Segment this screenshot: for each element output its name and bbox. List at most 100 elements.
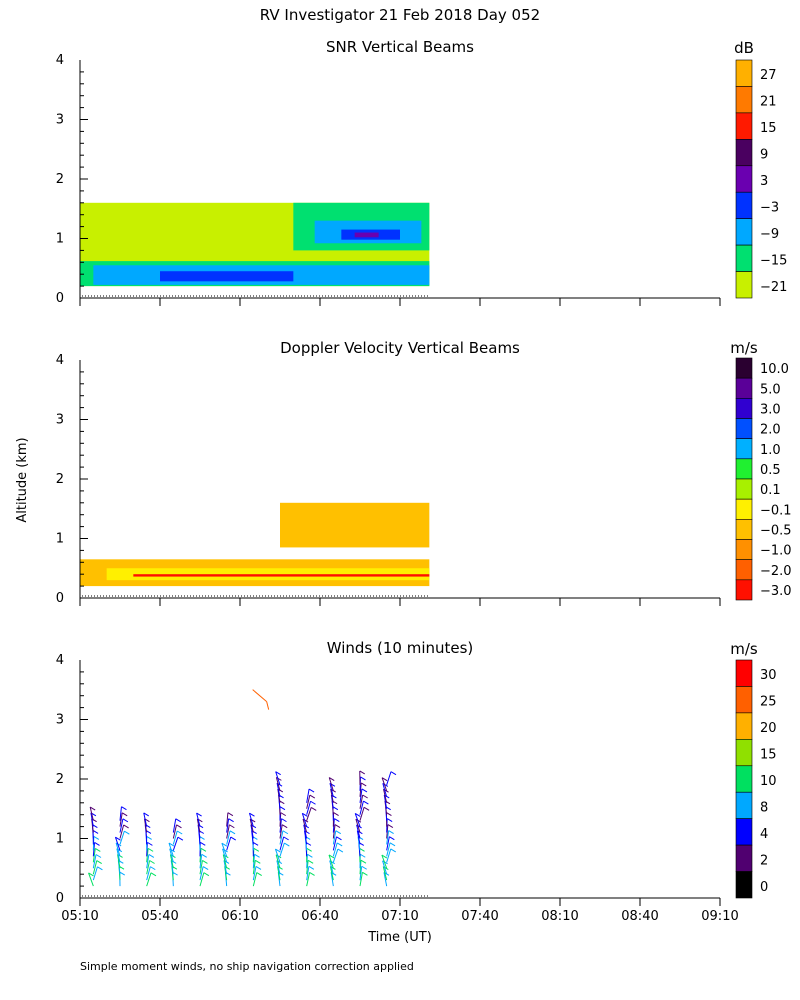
winds-axes: 0 1 2 3 4 bbox=[56, 653, 721, 906]
time-tick-label: 08:40 bbox=[621, 909, 658, 924]
wind-barb bbox=[252, 860, 256, 875]
wind-barb bbox=[386, 771, 392, 786]
time-tick-label: 05:40 bbox=[141, 909, 178, 924]
wind-barb-flag bbox=[333, 812, 339, 817]
wind-barb-flag bbox=[284, 842, 290, 847]
altitude-tick-label: 4 bbox=[56, 353, 64, 368]
altitude-tick-label: 1 bbox=[56, 832, 64, 847]
colorbar-label: −3 bbox=[760, 200, 779, 215]
wind-barb bbox=[274, 848, 281, 863]
colorbar-swatch bbox=[735, 739, 753, 767]
wind-barb-flag bbox=[281, 824, 288, 829]
wind-barb bbox=[359, 800, 364, 815]
wind-barb bbox=[275, 771, 281, 786]
wind-barb bbox=[355, 819, 361, 833]
snr-heatmap bbox=[80, 202, 430, 287]
colorbar-swatch bbox=[735, 191, 753, 219]
colorbar-label: 15 bbox=[760, 121, 777, 136]
wind-barb-flag bbox=[168, 842, 175, 847]
wind-barb bbox=[381, 854, 388, 869]
wind-barb bbox=[116, 848, 121, 863]
colorbar-label: 21 bbox=[760, 95, 777, 110]
panel-title: SNR Vertical Beams bbox=[326, 38, 474, 56]
wind-barb bbox=[386, 830, 390, 845]
wind-barb bbox=[119, 818, 124, 833]
wind-barb-flag bbox=[254, 853, 260, 858]
wind-barb bbox=[222, 854, 228, 869]
wind-barb-flag bbox=[382, 860, 388, 865]
wind-barb-flag bbox=[308, 788, 315, 793]
altitude-tick-label: 2 bbox=[56, 172, 64, 187]
wind-barb-flag bbox=[222, 848, 228, 853]
wind-barb bbox=[383, 872, 388, 887]
wind-barb bbox=[248, 813, 254, 827]
colorbar-swatch bbox=[735, 112, 753, 140]
time-tick-label: 08:10 bbox=[541, 909, 578, 924]
altitude-tick-label: 1 bbox=[56, 532, 64, 547]
wind-barb-flag bbox=[252, 841, 259, 846]
wind-barb-flag bbox=[147, 841, 153, 846]
wind-barb bbox=[276, 783, 281, 797]
wind-barb bbox=[119, 806, 122, 821]
wind-barb-flag bbox=[150, 872, 157, 877]
wind-barb bbox=[357, 836, 361, 851]
wind-barb-flag bbox=[249, 812, 255, 817]
wind-barb bbox=[168, 842, 174, 857]
wind-barb bbox=[330, 872, 334, 887]
colorbar-swatch bbox=[735, 659, 753, 687]
wind-barb-flag bbox=[255, 859, 261, 864]
altitude-tick-label: 0 bbox=[56, 291, 64, 306]
colorbar-swatch bbox=[735, 844, 753, 872]
colorbar-label: −15 bbox=[760, 253, 787, 268]
wind-barb bbox=[306, 788, 310, 803]
wind-barb-flag bbox=[328, 854, 335, 859]
wind-barb-flag bbox=[203, 872, 210, 877]
wind-barb-flag bbox=[202, 866, 209, 870]
wind-barb bbox=[199, 872, 205, 887]
wind-barb bbox=[306, 866, 310, 881]
wind-barb bbox=[306, 801, 312, 815]
wind-barb bbox=[197, 824, 201, 839]
wind-barb bbox=[119, 812, 123, 827]
wind-barb-flag bbox=[196, 812, 202, 817]
colorbar-label: 0.5 bbox=[760, 463, 781, 478]
wind-barb bbox=[172, 836, 179, 851]
colorbar-label: 2.0 bbox=[760, 423, 781, 438]
colorbar-swatch bbox=[735, 418, 753, 439]
colorbar-swatch bbox=[735, 539, 753, 560]
wind-barb bbox=[119, 824, 125, 839]
colorbar-swatch bbox=[735, 59, 753, 87]
wind-barb bbox=[302, 818, 308, 833]
altitude-tick-label: 3 bbox=[56, 413, 64, 428]
time-tick-label: 06:40 bbox=[301, 909, 338, 924]
wind-barb-flag bbox=[124, 830, 130, 835]
wind-barb-flag bbox=[360, 776, 366, 781]
wind-barb-flag bbox=[255, 865, 262, 870]
wind-barb bbox=[172, 830, 178, 845]
colorbar-label: 9 bbox=[760, 148, 768, 163]
wind-barb bbox=[332, 830, 337, 845]
wind-barb-flag bbox=[359, 853, 366, 858]
wind-barb-flag bbox=[386, 812, 392, 817]
colorbar-label: 30 bbox=[760, 668, 777, 683]
wind-barb-flag bbox=[200, 847, 207, 852]
colorbar-swatch bbox=[735, 871, 753, 899]
wind-barb-flag bbox=[310, 800, 316, 805]
wind-barb-flag bbox=[97, 866, 103, 871]
wind-barb-flag bbox=[328, 777, 335, 781]
wind-barb bbox=[306, 860, 309, 875]
wind-barb bbox=[277, 788, 281, 803]
wind-barb bbox=[249, 818, 254, 833]
wind-barb-flag bbox=[332, 806, 339, 811]
colorbar-swatch bbox=[735, 438, 753, 460]
wind-barb bbox=[252, 689, 267, 703]
wind-barb-flag bbox=[360, 859, 367, 864]
page-title: RV Investigator 21 Feb 2018 Day 052 bbox=[260, 6, 540, 24]
wind-barb-flag bbox=[176, 824, 182, 829]
wind-barb-flag bbox=[381, 854, 388, 859]
wind-barb bbox=[199, 860, 203, 875]
wind-barb bbox=[382, 860, 388, 875]
wind-barb bbox=[386, 836, 390, 851]
winds-barbs bbox=[88, 689, 397, 887]
